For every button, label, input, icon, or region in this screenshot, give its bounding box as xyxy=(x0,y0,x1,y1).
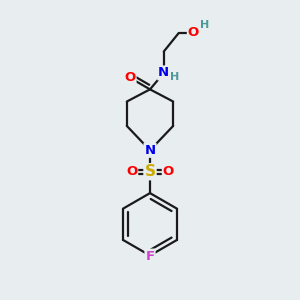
Text: S: S xyxy=(145,164,155,179)
Text: N: N xyxy=(144,144,156,157)
Text: O: O xyxy=(124,71,136,84)
Text: F: F xyxy=(146,250,154,262)
Text: O: O xyxy=(126,165,137,178)
Text: N: N xyxy=(158,67,169,80)
Text: O: O xyxy=(163,165,174,178)
Text: O: O xyxy=(188,26,199,39)
Text: H: H xyxy=(170,71,180,82)
Text: H: H xyxy=(200,20,209,30)
